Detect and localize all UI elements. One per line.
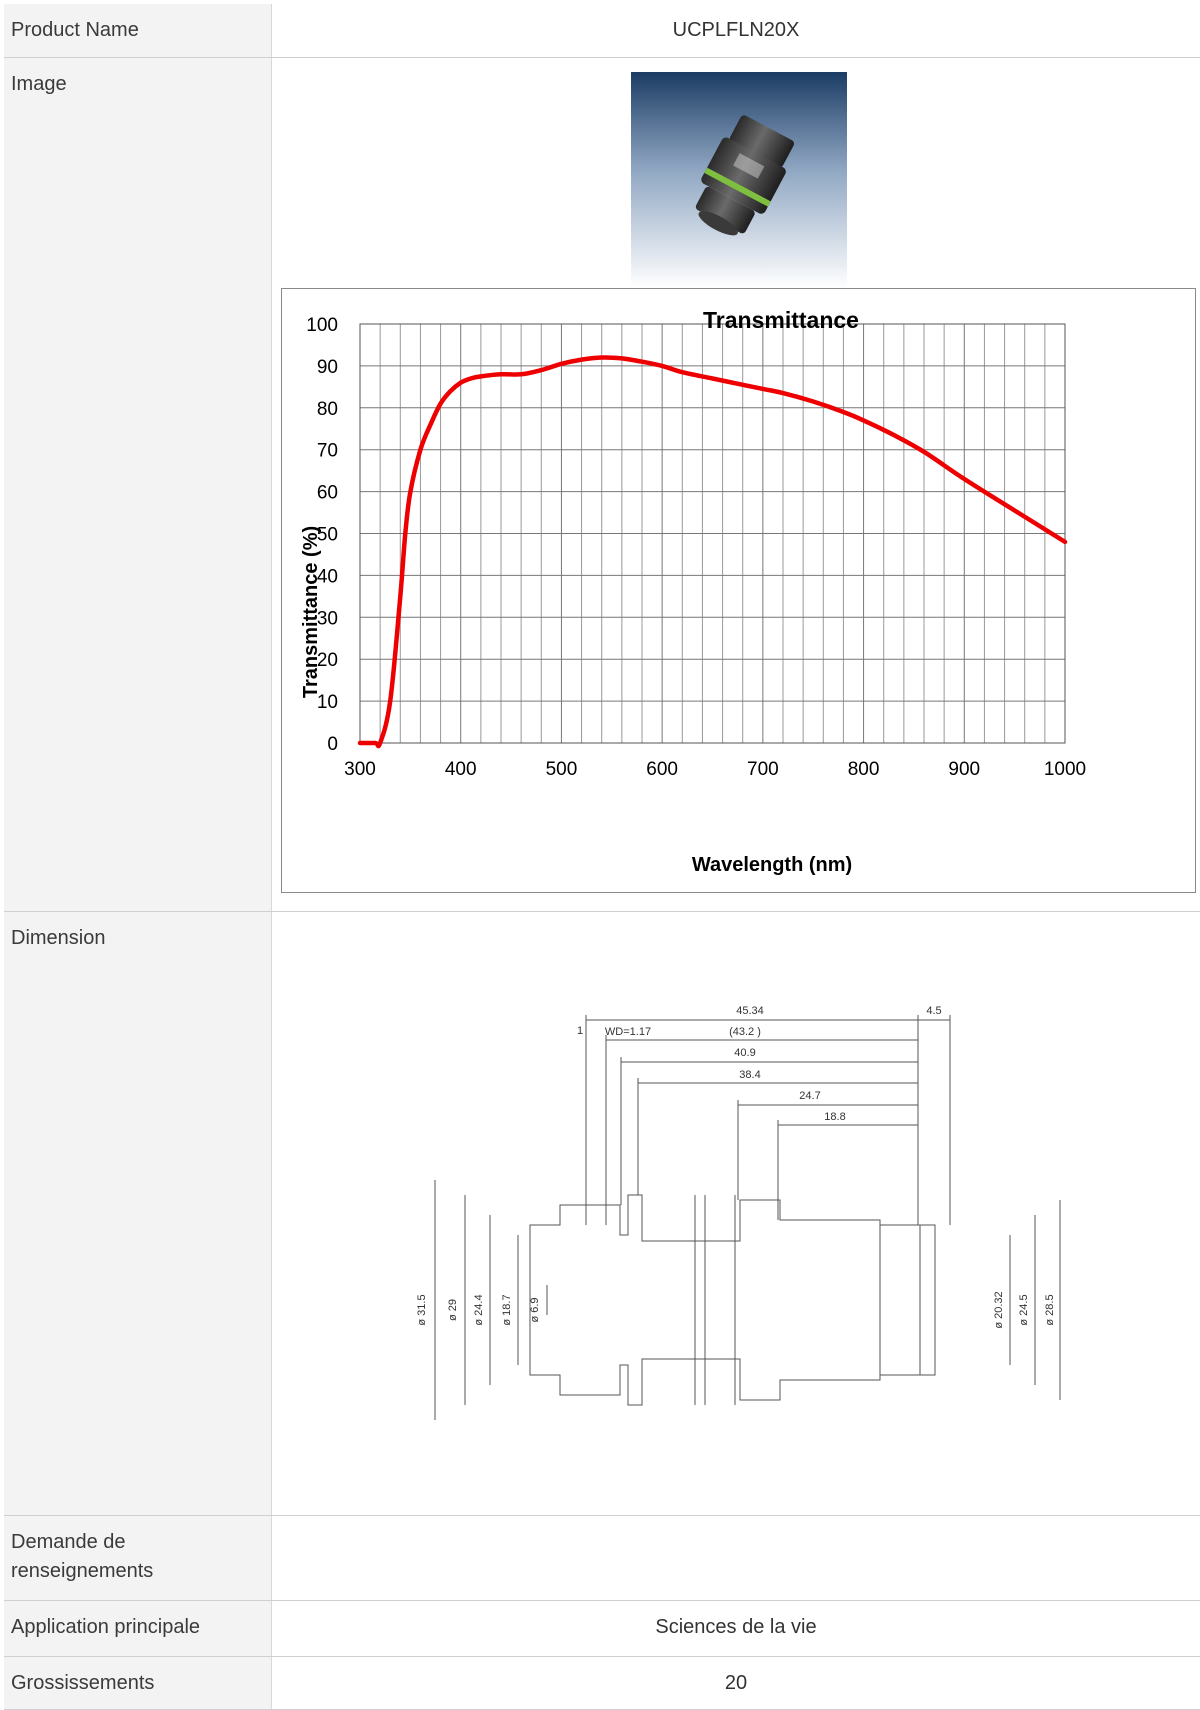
chart-grid (360, 324, 1065, 743)
demande-value (272, 1516, 1200, 1531)
demande-label: Demande de renseignements (4, 1516, 271, 1586)
image-label: Image (4, 58, 271, 99)
chart-title: Transmittance (703, 307, 859, 333)
x-tick-label: 400 (445, 759, 477, 780)
label-cell: Image (4, 58, 272, 912)
application-value: Sciences de la vie (272, 1601, 1200, 1639)
product-name-value: UCPLFLN20X (272, 4, 1200, 42)
dim-label: ø 6.9 (529, 1297, 541, 1322)
dim-label: 45.34 (736, 1005, 764, 1017)
dim-label: 24.7 (799, 1090, 820, 1102)
value-cell: Sciences de la vie (272, 1601, 1200, 1657)
y-tick-label: 80 (317, 399, 338, 420)
dim-label: WD=1.17 (605, 1026, 651, 1038)
product-name-label: Product Name (4, 4, 271, 45)
dim-label: ø 31.5 (416, 1294, 428, 1325)
dim-label: 38.4 (739, 1069, 760, 1081)
label-cell: Product Name (4, 4, 272, 58)
transmittance-curve (360, 357, 1065, 746)
x-tick-label: 800 (848, 759, 880, 780)
dim-label: ø 24.5 (1018, 1294, 1030, 1325)
label-cell: Application principale (4, 1601, 272, 1657)
row-demande: Demande de renseignements (4, 1516, 1200, 1601)
dim-label: 18.8 (824, 1111, 845, 1123)
dim-label: ø 24.4 (473, 1294, 485, 1325)
dim-label: ø 18.7 (501, 1294, 513, 1325)
dim-label: 1 (577, 1025, 583, 1037)
x-tick-label: 700 (747, 759, 779, 780)
application-label: Application principale (4, 1601, 271, 1642)
label-cell: Dimension (4, 912, 272, 1516)
y-tick-label: 90 (317, 357, 338, 378)
x-tick-label: 500 (546, 759, 578, 780)
dim-label: ø 29 (447, 1299, 459, 1321)
x-tick-label: 900 (948, 759, 980, 780)
row-product-name: Product Name UCPLFLN20X (4, 4, 1200, 58)
x-tick-label: 1000 (1044, 759, 1086, 780)
dim-label: ø 28.5 (1044, 1294, 1056, 1325)
row-application: Application principale Sciences de la vi… (4, 1601, 1200, 1657)
value-cell: 20 (272, 1657, 1200, 1710)
row-grossissements: Grossissements 20 (4, 1657, 1200, 1710)
label-cell: Grossissements (4, 1657, 272, 1710)
dim-label: (43.2 ) (729, 1026, 761, 1038)
label-cell: Demande de renseignements (4, 1516, 272, 1601)
dimension-label: Dimension (4, 912, 271, 953)
y-tick-label: 60 (317, 483, 338, 504)
grossissements-value: 20 (272, 1657, 1200, 1695)
y-axis-label: Transmittance (%) (300, 526, 322, 698)
product-photo (631, 72, 847, 288)
x-axis-label: Wavelength (nm) (692, 854, 852, 876)
x-tick-labels: 300 400 500 600 700 800 900 1000 (344, 759, 1086, 780)
x-tick-label: 300 (344, 759, 376, 780)
dimension-drawing: 45.34 4.5 1 WD=1.17 (43.2 ) 40.9 38.4 24… (410, 995, 1090, 1435)
dim-label: 4.5 (926, 1005, 941, 1017)
y-tick-label: 70 (317, 441, 338, 462)
x-tick-label: 600 (646, 759, 678, 780)
dim-label: 40.9 (734, 1047, 755, 1059)
value-cell: UCPLFLN20X (272, 4, 1200, 58)
y-tick-label: 100 (306, 315, 338, 336)
y-tick-label: 0 (327, 734, 338, 755)
grossissements-label: Grossissements (4, 1657, 271, 1698)
dim-label: ø 20.32 (993, 1291, 1005, 1328)
value-cell (272, 1516, 1200, 1601)
